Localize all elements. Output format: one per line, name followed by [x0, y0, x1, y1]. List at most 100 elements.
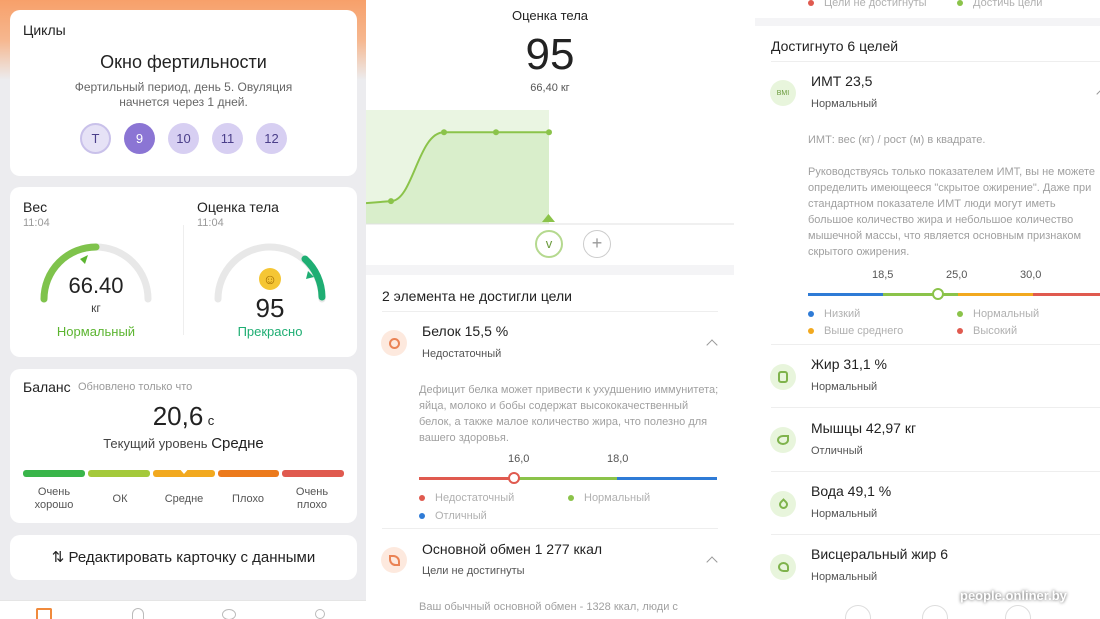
body-score-status: Прекрасно	[237, 324, 303, 339]
protein-tick-16: 16,0	[508, 453, 530, 465]
bmi-formula: ИМТ: вес (кг) / рост (м) в квадрате.	[808, 134, 986, 146]
weight-value: 66.40	[68, 273, 124, 298]
trend-chart-svg	[366, 110, 734, 225]
protein-title[interactable]: Белок 15,5 %	[422, 323, 509, 339]
middle-panel: Оценка тела 95 66,40 кг v + 2 элемента н…	[366, 0, 734, 619]
cycle-day-9[interactable]: 9	[124, 123, 155, 154]
body-score-title: Оценка тела	[197, 199, 279, 215]
bmi-collapse-icon[interactable]	[1096, 88, 1100, 100]
scale-seg-ok	[88, 470, 150, 477]
edit-card-row: ⇅ Редактировать карточку с данными	[10, 548, 357, 566]
section-divider	[382, 311, 718, 312]
nav-flame-icon[interactable]	[132, 608, 144, 619]
scale-label-very-good: Очень хорошо	[34, 486, 74, 511]
balance-card[interactable]: Баланс Обновлено только что 20,6 с Текущ…	[10, 369, 357, 523]
protein-status: Недостаточный	[422, 348, 502, 360]
right-panel: Цели не достигнуты Достичь цели Достигну…	[755, 0, 1100, 619]
body-score-gauge	[214, 243, 326, 303]
trend-point[interactable]	[388, 198, 394, 205]
section-divider	[771, 471, 1100, 472]
visceral-status: Нормальный	[811, 571, 878, 583]
metabolism-collapse-icon[interactable]	[706, 556, 718, 568]
score-header-value: 95	[525, 30, 575, 79]
scale-seg-very-bad	[282, 470, 344, 477]
protein-scale	[419, 472, 717, 484]
nav-home-icon[interactable]	[36, 608, 52, 619]
left-panel: Циклы Окно фертильности Фертильный перио…	[0, 0, 366, 619]
cycle-day-12[interactable]: 12	[256, 123, 287, 154]
weight-score-card[interactable]: Вес 11:04 66.40 кг Нормальный Оценка тел…	[10, 187, 357, 357]
balance-level-wrap: Текущий уровень Средне	[10, 435, 357, 452]
scale-label-ok: ОК	[112, 493, 128, 505]
balance-level-label: Текущий уровень	[103, 436, 208, 451]
not-reached-title: 2 элемента не достигли цели	[382, 288, 572, 304]
scale-seg-bad	[218, 470, 279, 477]
legend-not-reached: Цели не достигнуты	[808, 0, 927, 9]
trend-selected-marker	[542, 214, 555, 222]
metabolism-title[interactable]: Основной обмен 1 277 ккал	[422, 541, 603, 557]
chart-icon[interactable]	[922, 605, 948, 619]
protein-collapse-icon[interactable]	[706, 339, 718, 351]
body-score-value: 95	[255, 293, 285, 323]
cycle-day-today[interactable]: Т	[80, 123, 111, 154]
scale-label-very-bad: Очень плохо	[295, 486, 329, 511]
fat-title[interactable]: Жир 31,1 %	[811, 356, 888, 372]
bmi-legend-normal: Нормальный	[957, 308, 1039, 320]
bmi-legend-high: Высокий	[957, 325, 1017, 337]
bmi-marker	[932, 288, 944, 300]
score-header-title: Оценка тела	[511, 8, 589, 23]
bmi-status: Нормальный	[811, 98, 878, 110]
sort-arrows-icon: ⇅	[51, 549, 65, 566]
weight-unit: кг	[91, 301, 101, 315]
fat-status: Нормальный	[811, 381, 878, 393]
section-divider	[771, 61, 1100, 62]
section-divider	[771, 407, 1100, 408]
balance-value-wrap: 20,6 с	[10, 401, 357, 432]
scale-seg-very-good	[23, 470, 85, 477]
nav-profile-icon[interactable]	[315, 609, 325, 619]
visceral-icon	[770, 554, 796, 580]
top-legend: Цели не достигнуты Достичь цели	[755, 0, 1100, 18]
cycles-card[interactable]: Циклы Окно фертильности Фертильный перио…	[10, 10, 357, 176]
metabolism-status: Цели не достигнуты	[422, 565, 525, 577]
metabolism-text: Ваш обычный основной обмен - 1328 ккал, …	[419, 601, 678, 613]
legend-reached: Достичь цели	[957, 0, 1042, 9]
cycle-day-10[interactable]: 10	[168, 123, 199, 154]
nav-rings-icon[interactable]	[222, 609, 236, 619]
balance-scale	[23, 467, 344, 477]
fat-icon	[770, 364, 796, 390]
cycle-day-11[interactable]: 11	[212, 123, 243, 154]
cycles-title: Циклы	[23, 22, 66, 38]
trash-icon[interactable]	[1005, 605, 1031, 619]
muscle-icon	[770, 427, 796, 453]
person-icon[interactable]	[845, 605, 871, 619]
water-status: Нормальный	[811, 508, 878, 520]
edit-card-button[interactable]: ⇅ Редактировать карточку с данными	[10, 535, 357, 580]
balance-value: 20,6	[152, 401, 204, 431]
water-title[interactable]: Вода 49,1 %	[811, 483, 892, 499]
score-header: Оценка тела 95 66,40 кг	[366, 0, 734, 110]
not-reached-section: 2 элемента не достигли цели Белок 15,5 %…	[366, 275, 734, 619]
trend-chart: v +	[366, 110, 734, 265]
muscle-title[interactable]: Мышцы 42,97 кг	[811, 420, 917, 436]
bmi-tick-25: 25,0	[946, 269, 968, 281]
scale-label-medium: Средне	[164, 493, 204, 505]
bmi-title[interactable]: ИМТ 23,5	[811, 73, 873, 89]
trend-point[interactable]	[493, 129, 499, 136]
section-divider	[771, 534, 1100, 535]
protein-legend-low: Недостаточный	[419, 492, 514, 504]
visceral-title[interactable]: Висцеральный жир 6	[811, 546, 948, 562]
trend-point[interactable]	[441, 129, 447, 136]
balance-marker-icon	[178, 467, 190, 474]
add-button[interactable]: +	[583, 230, 611, 258]
bottom-nav	[0, 600, 366, 619]
bmi-legend-above: Выше среднего	[808, 325, 903, 337]
watermark: people.onliner.by	[960, 588, 1067, 603]
expand-down-button[interactable]: v	[535, 230, 563, 258]
trend-area	[366, 132, 549, 224]
trend-point[interactable]	[546, 129, 552, 136]
protein-legend-excellent: Отличный	[419, 510, 487, 522]
panel-gap	[734, 0, 755, 619]
card-divider	[183, 225, 184, 335]
bmi-tick-185: 18,5	[872, 269, 894, 281]
